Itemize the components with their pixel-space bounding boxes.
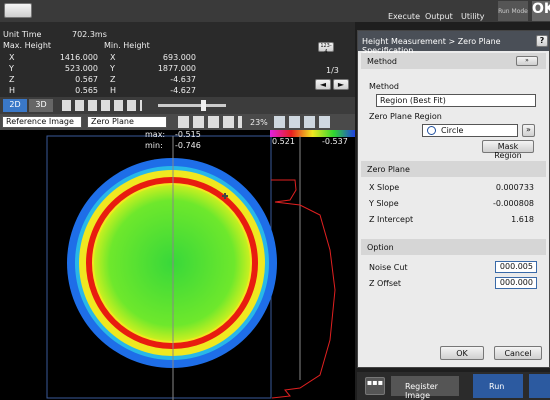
max-table: X 1416.000 Y 523.000 Z 0.567 H 0.565 bbox=[0, 53, 100, 97]
run-button[interactable]: Run bbox=[473, 374, 523, 398]
slider-thumb[interactable] bbox=[201, 100, 206, 111]
3d-button[interactable]: 3D bbox=[29, 99, 53, 112]
disc-red-ring bbox=[86, 177, 258, 349]
region-select[interactable]: Circle bbox=[422, 124, 518, 137]
profile-line bbox=[271, 179, 336, 399]
run-mode-button[interactable]: Run Mode bbox=[498, 1, 528, 21]
zoom-icons bbox=[178, 116, 242, 128]
row-value: 0.565 bbox=[75, 86, 98, 95]
info-panel: Unit Time 702.3ms Max. Height Min. Heigh… bbox=[0, 22, 355, 97]
value-input[interactable]: 000.000 bbox=[495, 277, 537, 289]
output-tab[interactable]: Output bbox=[425, 12, 453, 21]
label: Max. Height bbox=[3, 41, 52, 50]
view-icons bbox=[274, 116, 334, 128]
height-map bbox=[46, 130, 355, 400]
scale-high: 0.521 bbox=[272, 137, 295, 146]
2d-button[interactable]: 2D bbox=[3, 99, 27, 112]
min-table: X 693.000 Y 1877.000 Z -4.637 H -4.627 bbox=[104, 53, 204, 97]
toolbar: 2D 3D bbox=[0, 97, 355, 114]
label: Min. Height bbox=[104, 41, 150, 50]
tag-button[interactable]: 123-4 bbox=[318, 42, 334, 55]
row-value: 0.567 bbox=[75, 75, 98, 84]
row-label: H bbox=[9, 86, 16, 95]
zero-plane-table: X Slope 0.000733 Y Slope -0.000808 Z Interce… bbox=[358, 183, 549, 231]
row-label: Noise Cut bbox=[369, 263, 408, 272]
row-label: Z Offset bbox=[369, 279, 402, 288]
row-value: 1.618 bbox=[511, 215, 534, 224]
min-value: -0.746 bbox=[175, 141, 201, 150]
section-header: Method bbox=[361, 53, 546, 69]
scale-low: -0.537 bbox=[322, 137, 348, 146]
menu-button[interactable]: ▪▪▪ bbox=[365, 377, 385, 395]
min-label: min: bbox=[145, 141, 163, 150]
row-value: -4.637 bbox=[170, 75, 196, 84]
max-label: max: bbox=[145, 130, 166, 139]
value: 702.3ms bbox=[72, 30, 107, 39]
option-table: Noise Cut 000.005 Z Offset 000.000 bbox=[358, 261, 549, 293]
image-view: max: -0.515 min: -0.746 0.521 -0.537 bbox=[0, 130, 355, 400]
row-value: 1877.000 bbox=[157, 64, 196, 73]
help-button[interactable]: ? bbox=[536, 35, 548, 47]
bottom-bar: ▪▪▪ Register Image Run bbox=[357, 372, 550, 400]
label: Zero Plane Region bbox=[369, 112, 442, 121]
dialog: Height Measurement > Zero Plane Specific… bbox=[357, 30, 550, 368]
row-label: Z Intercept bbox=[369, 215, 414, 224]
row-label: X bbox=[110, 53, 116, 62]
view-bar: Reference Image Zero Plane 23% bbox=[0, 114, 355, 130]
slider[interactable] bbox=[158, 104, 226, 107]
disc-center bbox=[94, 185, 250, 341]
row-value: -0.000808 bbox=[492, 199, 534, 208]
extra-button[interactable] bbox=[529, 374, 550, 398]
row-value: 523.000 bbox=[64, 64, 98, 73]
register-image-button[interactable]: Register Image bbox=[391, 376, 459, 400]
row-label: Z bbox=[9, 75, 15, 84]
region-settings[interactable]: » bbox=[522, 124, 535, 137]
image-select[interactable]: Reference Image bbox=[2, 116, 82, 128]
next-button[interactable]: ► bbox=[333, 79, 349, 90]
row-label: Y bbox=[110, 64, 115, 73]
row-label: X bbox=[9, 53, 15, 62]
home-button[interactable] bbox=[4, 3, 32, 18]
cancel-button[interactable]: Cancel bbox=[494, 346, 542, 360]
section-header: Option bbox=[361, 239, 546, 255]
row-label: Y bbox=[9, 64, 14, 73]
section-header: Zero Plane bbox=[361, 161, 546, 177]
label: Unit Time bbox=[3, 30, 42, 39]
zoom-level: 23% bbox=[250, 118, 268, 127]
dialog-title: Height Measurement > Zero Plane Specific… bbox=[358, 31, 549, 55]
color-scale bbox=[270, 130, 355, 137]
top-bar: Execute Output Utility Run Mode OK bbox=[0, 0, 550, 22]
circle-icon bbox=[427, 126, 436, 135]
cursor-mark bbox=[222, 193, 228, 199]
execute-tab[interactable]: Execute bbox=[388, 12, 420, 21]
row-value: 1416.000 bbox=[59, 53, 98, 62]
row-value: 693.000 bbox=[162, 53, 196, 62]
row-label: Z bbox=[110, 75, 116, 84]
row-label: H bbox=[110, 86, 117, 95]
method-select[interactable]: Region (Best Fit) bbox=[376, 94, 536, 107]
row-value: 0.000733 bbox=[495, 183, 534, 192]
label: Method bbox=[369, 82, 400, 91]
max-value: -0.515 bbox=[175, 130, 201, 139]
row-value: -4.627 bbox=[170, 86, 196, 95]
mask-region-button[interactable]: Mask Region bbox=[482, 140, 534, 160]
page-indicator: 1/3 bbox=[326, 66, 339, 75]
tool-icons bbox=[62, 100, 142, 111]
ok-button[interactable]: OK bbox=[532, 1, 550, 21]
prev-button[interactable]: ◄ bbox=[315, 79, 331, 90]
plane-select[interactable]: Zero Plane bbox=[87, 116, 167, 128]
value-input[interactable]: 000.005 bbox=[495, 261, 537, 273]
row-label: Y Slope bbox=[369, 199, 399, 208]
utility-tab[interactable]: Utility bbox=[461, 12, 485, 21]
ok-button[interactable]: OK bbox=[440, 346, 484, 360]
row-label: X Slope bbox=[369, 183, 400, 192]
collapse-button[interactable]: » bbox=[516, 56, 538, 66]
